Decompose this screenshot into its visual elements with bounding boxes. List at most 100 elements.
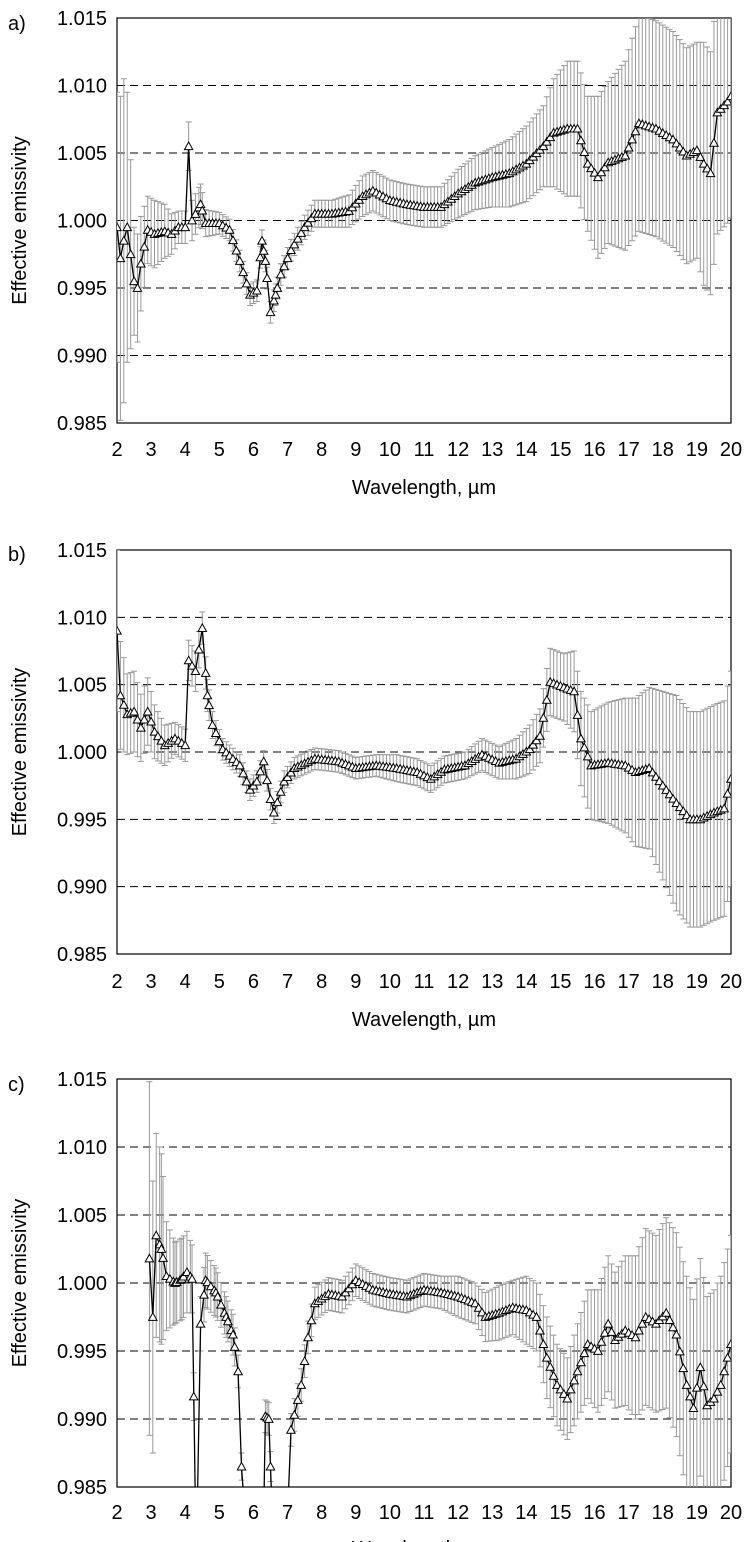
data-point-marker bbox=[117, 625, 123, 635]
x-tick-label: 14 bbox=[515, 439, 537, 461]
data-point-marker bbox=[285, 767, 297, 777]
data-point-marker bbox=[180, 740, 191, 750]
data-point-marker bbox=[695, 1362, 706, 1372]
data-point-marker bbox=[473, 1302, 484, 1312]
data-point-marker bbox=[212, 1291, 223, 1301]
data-point-marker bbox=[285, 244, 297, 255]
x-tick-label: 19 bbox=[686, 1502, 708, 1524]
x-tick-label: 7 bbox=[282, 439, 293, 461]
data-point-marker bbox=[238, 267, 249, 277]
data-point-marker bbox=[569, 686, 580, 696]
data-point-marker bbox=[579, 1348, 590, 1358]
data-point-marker bbox=[186, 660, 198, 670]
x-tick-label: 16 bbox=[583, 439, 605, 461]
data-point-marker bbox=[599, 1327, 610, 1337]
x-tick-label: 20 bbox=[720, 971, 742, 993]
data-point-marker bbox=[599, 162, 610, 172]
data-point-marker bbox=[620, 150, 631, 160]
data-point-marker bbox=[531, 735, 542, 745]
data-point-marker bbox=[705, 168, 716, 178]
x-tick-label: 2 bbox=[111, 971, 122, 993]
data-point-marker bbox=[708, 137, 719, 147]
data-point-marker bbox=[156, 1243, 167, 1253]
data-point-marker bbox=[282, 253, 293, 263]
data-point-marker bbox=[725, 91, 731, 101]
x-tick-label: 17 bbox=[618, 439, 640, 461]
x-tick-label: 6 bbox=[248, 1502, 259, 1524]
data-point-marker bbox=[296, 1379, 307, 1389]
data-point-marker bbox=[236, 1461, 247, 1471]
x-tick-label: 12 bbox=[447, 971, 469, 993]
x-tick-label: 4 bbox=[180, 1502, 191, 1524]
data-point-marker bbox=[158, 1252, 169, 1262]
data-point-marker bbox=[202, 690, 213, 700]
data-point-marker bbox=[118, 235, 129, 245]
panel-label: c) bbox=[8, 1074, 25, 1096]
data-point-marker bbox=[224, 224, 235, 234]
data-point-marker bbox=[238, 768, 249, 778]
data-point-marker bbox=[292, 1394, 303, 1404]
data-point-marker bbox=[241, 278, 252, 288]
data-point-marker bbox=[630, 126, 641, 136]
x-tick-label: 9 bbox=[350, 1502, 361, 1524]
data-point-marker bbox=[255, 252, 266, 262]
y-tick-label: 0.995 bbox=[57, 278, 107, 300]
data-point-marker bbox=[572, 709, 583, 719]
data-point-marker bbox=[531, 1311, 542, 1321]
y-tick-label: 0.990 bbox=[57, 1409, 107, 1431]
data-point-marker bbox=[258, 756, 269, 766]
data-point-marker bbox=[268, 807, 279, 817]
data-point-marker bbox=[681, 1379, 692, 1389]
data-point-marker bbox=[685, 1391, 696, 1401]
x-tick-label: 6 bbox=[248, 439, 259, 461]
x-tick-label: 7 bbox=[282, 1502, 293, 1524]
data-point-marker bbox=[188, 1391, 199, 1401]
data-point-marker bbox=[541, 1352, 552, 1362]
y-tick-label: 1.000 bbox=[57, 211, 107, 233]
data-point-marker bbox=[117, 222, 123, 232]
x-tick-label: 13 bbox=[481, 439, 503, 461]
x-axis-title: Wavelength, µm bbox=[352, 1009, 496, 1031]
data-point-marker bbox=[524, 744, 535, 754]
x-tick-label: 19 bbox=[686, 971, 708, 993]
data-point-marker bbox=[644, 762, 655, 773]
data-point-marker bbox=[299, 222, 310, 232]
data-point-marker bbox=[633, 1325, 644, 1335]
data-point-marker bbox=[251, 776, 262, 786]
data-point-marker bbox=[279, 776, 290, 786]
data-point-marker bbox=[183, 655, 194, 665]
data-point-marker bbox=[630, 1332, 641, 1342]
data-point-marker bbox=[214, 735, 225, 746]
data-point-marker bbox=[129, 276, 140, 286]
data-point-marker bbox=[144, 1253, 155, 1263]
data-point-marker bbox=[691, 1382, 702, 1392]
y-tick-label: 1.005 bbox=[57, 675, 107, 697]
data-point-marker bbox=[664, 1314, 675, 1325]
data-point-marker bbox=[180, 222, 191, 232]
data-point-marker bbox=[263, 1413, 274, 1423]
data-point-marker bbox=[722, 788, 731, 798]
series-group bbox=[117, 550, 731, 928]
data-point-marker bbox=[596, 167, 607, 177]
data-point-marker bbox=[306, 213, 317, 223]
data-point-marker bbox=[151, 1230, 162, 1240]
chart-panel-b: 0.985 0.990 0.995 1.000 1.005 1.010 1.015 2 3 4 5 6… bbox=[8, 540, 742, 1031]
data-point-marker bbox=[197, 622, 208, 632]
y-tick-label: 1.000 bbox=[57, 1273, 107, 1295]
data-point-marker bbox=[551, 1379, 563, 1389]
data-point-marker bbox=[231, 245, 242, 255]
data-point-marker bbox=[265, 1461, 276, 1471]
data-point-marker bbox=[565, 1384, 576, 1394]
data-point-marker bbox=[719, 803, 730, 813]
data-point-marker bbox=[534, 1325, 546, 1335]
data-point-marker bbox=[260, 255, 271, 265]
x-tick-label: 8 bbox=[316, 1502, 327, 1524]
data-point-marker bbox=[545, 1361, 556, 1371]
data-point-marker bbox=[695, 151, 706, 161]
data-point-marker bbox=[282, 771, 293, 781]
data-point-marker bbox=[258, 245, 269, 255]
x-tick-label: 10 bbox=[379, 1502, 401, 1524]
data-point-marker bbox=[538, 712, 549, 722]
data-point-marker bbox=[575, 135, 586, 145]
data-point-marker bbox=[190, 208, 201, 218]
